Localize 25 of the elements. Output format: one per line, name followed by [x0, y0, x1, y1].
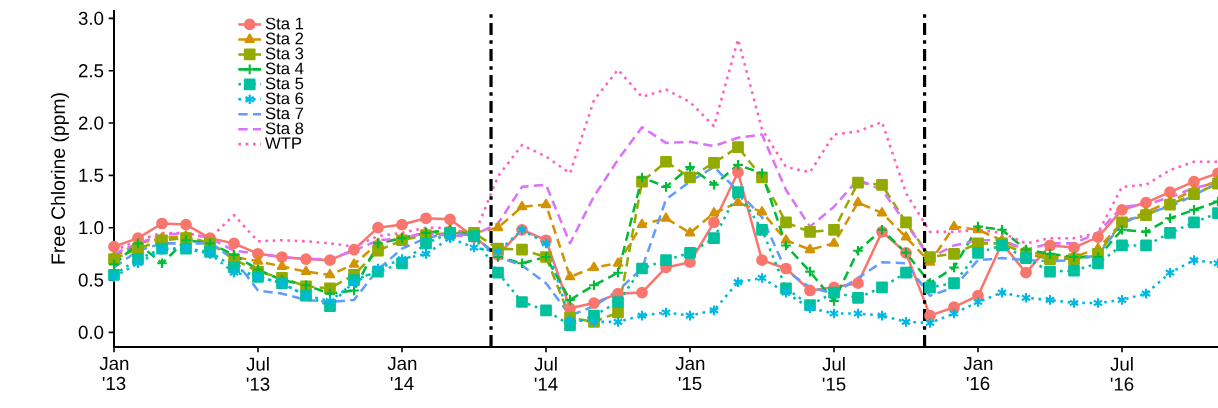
y-tick-label: 0.5: [78, 273, 104, 287]
x-tick-label: Jul '15: [822, 357, 846, 391]
x-tick-label: Jul '14: [534, 357, 558, 391]
y-tick-label: 0.0: [78, 325, 104, 339]
legend-label: Sta 7: [265, 107, 304, 120]
y-tick-label: 1.0: [79, 221, 104, 235]
x-tick-label: Jan '16: [963, 357, 993, 391]
y-tick-label: 2.5: [78, 64, 104, 78]
legend-label: Sta 8: [265, 122, 304, 135]
legend-label: Sta 2: [265, 32, 304, 45]
x-tick-label: Jul '16: [1110, 357, 1134, 391]
x-tick-label: Jan '14: [387, 357, 417, 390]
x-tick-label: Jan '13: [99, 357, 129, 391]
legend-label: Sta 1: [265, 17, 304, 30]
legend-label: Sta 5: [265, 77, 304, 90]
x-tick-label: Jan '15: [675, 357, 705, 391]
y-tick-label: 2.0: [78, 116, 104, 130]
legend-label: Sta 6: [265, 92, 304, 105]
y-axis-title: Free Chlorine (ppm): [50, 93, 69, 264]
y-tick-label: 3.0: [78, 11, 104, 25]
legend-label: Sta 3: [265, 47, 304, 60]
legend-label: WTP: [265, 137, 302, 149]
y-tick-label: 1.5: [79, 168, 104, 182]
legend-label: Sta 4: [265, 62, 304, 75]
x-tick-label: Jul '13: [246, 357, 270, 391]
